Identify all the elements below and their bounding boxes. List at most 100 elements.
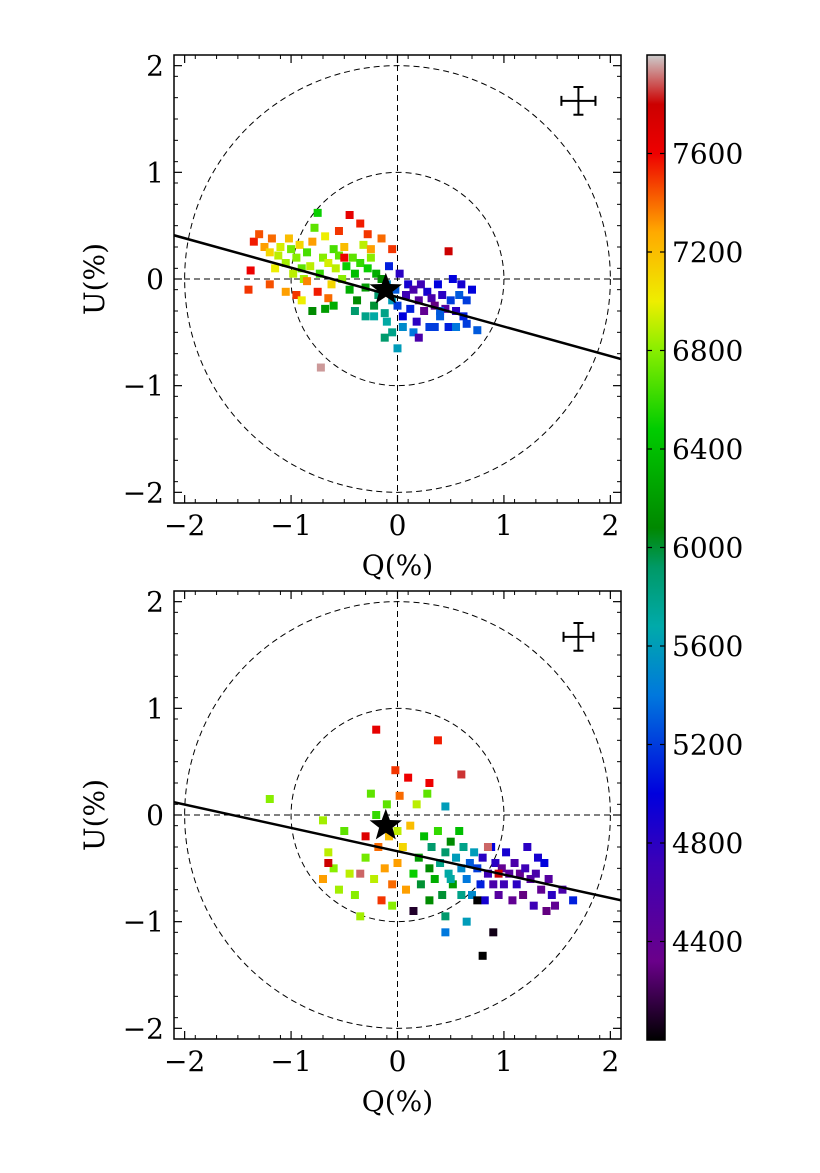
scatter-point [350,269,359,278]
scatter-point [526,875,535,883]
scatter-point [457,864,466,873]
y-tick-label: −1 [123,906,164,939]
scatter-point [491,859,500,867]
scatter-point [569,896,578,905]
scatter-point [342,262,351,271]
scatter-point [321,232,330,241]
scatter-point [441,802,450,811]
x-axis-label: Q(%) [362,549,433,582]
scatter-point [260,243,269,251]
scatter-point [430,875,439,883]
scatter-point [402,885,411,894]
scatter-point [519,891,528,899]
scatter-point [363,264,372,273]
scatter-point [313,208,322,217]
scatter-point [393,859,402,867]
scatter-point [255,230,264,239]
scatter-point [480,896,489,905]
scatter-point [308,237,317,246]
scatter-point [377,275,386,283]
scatter-point [398,323,407,331]
scatter-point [441,304,450,313]
scatter-point [433,827,442,835]
colorbar-tick-label: 7600 [672,138,743,171]
scatter-point [398,312,407,321]
scatter-point [327,280,336,289]
scatter-point [457,770,466,779]
scatter-point [340,827,349,835]
scatter-point [393,827,402,835]
reference-circle [290,707,505,923]
reference-circle [290,171,505,387]
scatter-point [420,307,429,315]
scatter-point [380,333,389,342]
scatter-point [356,259,365,267]
scatter-panel-1: −2 −1 0 1 2 −2 −1 0 1 2 Q(%) U(%) [78,50,622,582]
scatter-point [377,234,386,243]
scatter-point [446,296,455,305]
scatter-point [409,328,418,337]
scatter-point [452,307,461,315]
scatter-point [465,859,474,867]
scatter-point [505,869,514,878]
scatter-point [438,291,447,299]
scatter-point [468,285,476,294]
scatter-point [382,800,391,809]
scatter-point [370,301,379,310]
plot-area [174,55,621,503]
scatter-point [483,843,492,851]
scatter-point [473,896,482,905]
scatter-point [414,296,423,305]
scatter-point [310,223,319,232]
scatter-point [292,291,301,299]
scatter-point [547,891,556,899]
scatter-point [395,791,404,800]
scatter-point [388,901,397,910]
star-marker [369,272,402,304]
scatter-point [281,287,290,296]
scatter-point [470,848,479,857]
scatter-point [380,864,389,873]
x-tick-label: 1 [495,509,513,542]
scatter-point [388,245,397,254]
scatter-point [331,264,340,273]
scatter-point [430,323,439,331]
scatter-point [334,885,343,894]
scatter-point [404,280,413,289]
scatter-point [502,848,511,857]
scatter-point [425,779,434,787]
scatter-point [457,891,466,899]
scatter-point [303,277,312,286]
colorbar-tick-label: 6800 [672,335,743,368]
star-marker [369,808,402,840]
scatter-point [533,853,542,862]
y-tick-label: 2 [146,50,164,83]
scatter-point [478,951,487,960]
scatter-point [338,275,347,283]
x-tick-label: 2 [601,1045,619,1078]
scatter-point [476,880,485,889]
y-tick-label: 1 [146,156,164,189]
scatter-point [350,891,359,899]
scatter-point [430,301,439,310]
scatter-point [334,251,343,260]
scatter-point [353,296,362,305]
scatter-point [542,907,551,915]
scatter-point [427,294,436,303]
scatter-point [412,800,421,809]
scatter-point [324,294,333,303]
scatter-point [372,811,381,819]
y-tick-label: 0 [146,263,164,296]
x-tick-label: 2 [601,509,619,542]
scatter-point [372,725,381,734]
scatter-point [380,309,389,318]
scatter-point [510,859,519,867]
scatter-point [438,891,447,899]
reference-circle [184,601,611,1029]
scatter-point [462,296,471,305]
scatter-point [315,269,324,278]
scatter-point [366,253,375,262]
colorbar-ticks: 4400 4800 5200 5600 6000 6400 6800 7200 7600 [647,138,743,959]
scatter-point [412,317,421,326]
